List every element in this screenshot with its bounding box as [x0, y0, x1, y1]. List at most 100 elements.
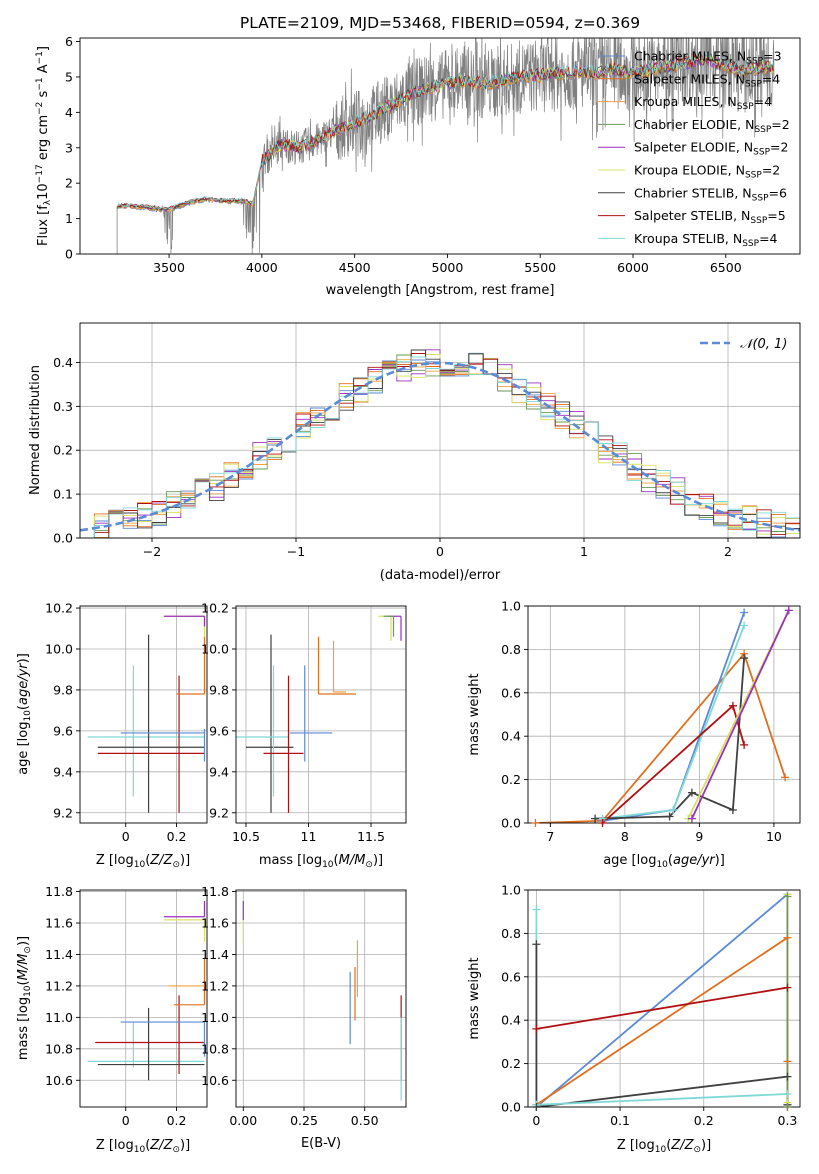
plot-area — [80, 349, 800, 538]
legend-label: Chabrier MILES, N — [634, 49, 746, 64]
legend-label: Salpeter ELODIE, N — [634, 140, 753, 155]
y-tick-label: 10.6 — [45, 1073, 73, 1088]
panel-age-vs-Z: 0 0.29.29.49.69.810.010.2Z [log10(Z/Z⊙)]a… — [16, 601, 208, 870]
axes-frame — [527, 605, 801, 824]
axis-label-part: M/M — [16, 954, 31, 981]
residual-histogram — [80, 356, 800, 538]
plot-area — [116, 38, 775, 254]
x-axis-label-part: )] — [180, 1138, 190, 1153]
weight-marker — [532, 1024, 541, 1033]
legend-sub: SSP — [737, 102, 754, 112]
legend-suffix: =4 — [759, 231, 777, 246]
legend-sub: SSP — [745, 171, 762, 181]
weight-line — [535, 936, 789, 1106]
ylabel-sup: −1 — [35, 77, 45, 90]
y-tick-label: 0.8 — [501, 642, 521, 657]
axes: 3500 4000 4500 5000 5500 6000 6500 0 1 2 3 4 5 6 wavel… — [35, 34, 801, 298]
y-tick-label: 0.2 — [501, 772, 521, 787]
axis-label-part: ( — [334, 853, 339, 868]
y-tick-label: 6 — [65, 34, 73, 49]
axes-frame — [235, 889, 407, 1108]
legend-entry: Kroupa ELODIE, NSSP=2 — [634, 163, 780, 181]
y-tick-label: 11.2 — [201, 978, 229, 993]
y-axis-label: mass weight — [467, 673, 482, 755]
x-axis-label-part: Z [log — [96, 1138, 134, 1153]
weight-line — [535, 651, 786, 823]
x-tick-label: 4000 — [246, 260, 278, 275]
weight-line — [536, 1093, 788, 1106]
y-tick-label: 11.8 — [45, 884, 73, 899]
x-tick-label: 5500 — [524, 260, 556, 275]
x-tick-label: 10.5 — [232, 829, 260, 844]
y-tick-label: 10.8 — [201, 1041, 229, 1056]
y-tick-label: 11.0 — [201, 1010, 229, 1025]
legend-suffix: =2 — [762, 163, 780, 178]
x-axis-label: mass [log10(M/M⊙)] — [259, 853, 383, 870]
weight-marker — [783, 983, 792, 992]
legend-suffix: =2 — [770, 140, 788, 155]
axis-label-part: )] — [16, 936, 31, 946]
y-tick-label: 11.0 — [45, 1010, 73, 1025]
x-axis-label-part: ( — [145, 1138, 150, 1153]
ylabel-part: Flux [f — [36, 205, 51, 246]
legend-label: Chabrier STELIB, N — [634, 185, 752, 200]
x-tick-label: 6500 — [710, 260, 742, 275]
grid — [528, 605, 800, 824]
weight-marker — [783, 1072, 792, 1081]
weight-line — [536, 986, 789, 1107]
weight-marker — [783, 1103, 792, 1111]
legend-entry: Salpeter MILES, NSSP=4 — [634, 71, 780, 89]
weight-marker — [687, 788, 696, 797]
y-tick-label: 0.6 — [501, 969, 521, 984]
panel-mass-vs-EBV: 0.00 0.25 0.50 10.6 10.8 11.0 11.2 11.4 11.6 11.8… — [201, 884, 407, 1151]
ylabel-sup: −2 — [35, 102, 45, 115]
x-axis-label-part: 10 — [134, 860, 146, 870]
x-axis-label: age [log10(age/yr)] — [603, 853, 725, 870]
y-tick-label: 0.0 — [501, 1100, 521, 1115]
weight-marker — [781, 773, 790, 782]
x-tick-label: 6000 — [617, 260, 649, 275]
legend-entry: Chabrier STELIB, NSSP=6 — [634, 185, 787, 203]
y-tick-label: 0.4 — [53, 355, 73, 370]
axes-frame — [79, 605, 208, 824]
y-tick-label: 11.4 — [201, 947, 229, 962]
ylabel-sup: −1 — [35, 51, 45, 64]
plot-area — [87, 901, 206, 1081]
axes: 0 0.210.610.811.011.211.411.611.8Z [log10… — [16, 884, 208, 1155]
weight-marker — [728, 805, 737, 814]
axes: 0 0.29.29.49.69.810.010.2Z [log10(Z/Z⊙)]a… — [16, 601, 208, 870]
weight-marker — [740, 621, 749, 630]
axes: 0 0.1 0.2 0.3 0.0 0.2 0.4 0.6 0.8 1.0 mass weight Z… — [467, 883, 801, 1155]
y-tick-label: 0.2 — [53, 443, 73, 458]
x-tick-label: 0.2 — [167, 1113, 187, 1128]
x-axis-label: E(B-V) — [301, 1136, 341, 1151]
axes: 0.00 0.25 0.50 10.6 10.8 11.0 11.2 11.4 11.6 11.8… — [201, 884, 407, 1151]
legend-entry: Chabrier MILES, NSSP=3 — [634, 49, 782, 67]
ylabel-part: erg cm — [36, 115, 51, 164]
legend-label: Salpeter STELIB, N — [634, 208, 750, 223]
x-tick-label: 4500 — [339, 260, 371, 275]
weight-marker — [532, 1103, 541, 1111]
weight-marker — [783, 1089, 792, 1098]
weight-marker — [687, 814, 696, 823]
plot-area — [535, 609, 790, 823]
axis-label-part: )] — [715, 853, 725, 868]
x-tick-label: 2 — [724, 544, 732, 559]
y-tick-label: 10.8 — [45, 1041, 73, 1056]
legend-sub: SSP — [742, 239, 759, 249]
axes-frame — [79, 322, 801, 539]
grid — [236, 606, 406, 823]
weight-marker — [598, 819, 607, 827]
axis-label-part: age [log — [16, 722, 31, 775]
axis-label-part: 10 — [322, 860, 334, 870]
y-tick-label: 9.6 — [209, 723, 229, 738]
weight-marker — [531, 819, 540, 827]
y-tick-label: 3 — [65, 140, 73, 155]
weight-marker — [740, 608, 749, 617]
axis-label-part: ( — [16, 705, 31, 710]
weight-line — [602, 625, 745, 820]
x-tick-label: 0 — [122, 829, 130, 844]
weight-line — [691, 609, 790, 820]
y-tick-label: 11.2 — [45, 978, 73, 993]
